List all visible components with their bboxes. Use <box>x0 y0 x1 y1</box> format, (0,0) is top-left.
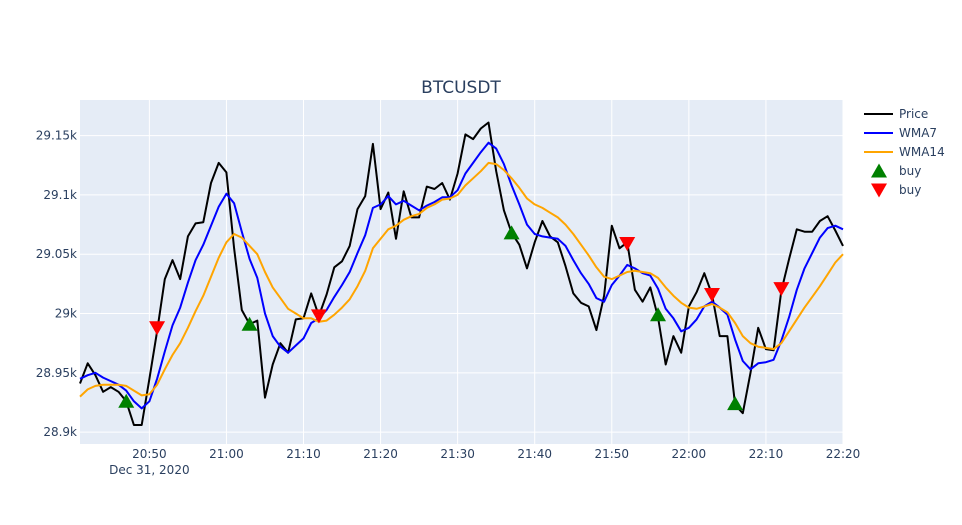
legend-item[interactable]: buy <box>871 163 921 179</box>
buy-marker-down <box>310 309 327 324</box>
x-tick-label: 20:50 <box>132 447 167 461</box>
y-tick-label: 29.15k <box>36 129 77 143</box>
x-tick-label: 21:20 <box>363 447 398 461</box>
x-tick-label: 22:00 <box>672 447 707 461</box>
grid <box>80 100 844 444</box>
legend-swatch-marker <box>871 183 887 198</box>
x-axis: 20:50 Dec 31, 2020 21:00 21:10 21:20 21:30 21:… <box>109 447 860 477</box>
legend-label: buy <box>899 183 921 197</box>
y-tick-label: 29.05k <box>36 247 77 261</box>
legend-label: buy <box>899 164 921 178</box>
buy-marker-up <box>118 393 135 408</box>
legend-item[interactable]: WMA7 <box>864 126 937 140</box>
legend-item[interactable]: buy <box>871 183 921 198</box>
legend[interactable]: Price WMA7 WMA14 buy buy <box>864 107 945 198</box>
y-axis: 28.9k 28.95k 29k 29.05k 29.1k 29.15k <box>36 129 77 440</box>
buy-marker-down <box>773 282 790 297</box>
series-line-wma14 <box>79 161 844 398</box>
legend-label: Price <box>899 107 928 121</box>
x-tick-label: 21:40 <box>517 447 552 461</box>
buy-marker-up <box>503 225 520 240</box>
series-line-price <box>79 121 844 426</box>
buy-marker-up <box>727 396 744 411</box>
legend-label: WMA14 <box>899 145 945 159</box>
y-tick-label: 28.9k <box>43 425 77 439</box>
series-layer <box>79 121 844 426</box>
buy-marker-down <box>619 237 636 252</box>
buy-marker-down <box>703 288 720 303</box>
x-tick-label: 22:10 <box>749 447 784 461</box>
legend-item[interactable]: Price <box>864 107 928 121</box>
chart-title: BTCUSDT <box>421 78 501 98</box>
legend-swatch-marker <box>871 163 887 178</box>
x-tick-label: 21:00 <box>209 447 244 461</box>
legend-label: WMA7 <box>899 126 937 140</box>
buy-marker-down <box>149 321 166 336</box>
buy-marker-up <box>241 316 258 331</box>
x-tick-label: 21:10 <box>286 447 321 461</box>
x-tick-label: 22:20 <box>826 447 861 461</box>
series-line-wma7 <box>79 141 844 410</box>
y-tick-label: 28.95k <box>36 366 77 380</box>
x-tick-label: 21:50 <box>594 447 629 461</box>
legend-item[interactable]: WMA14 <box>864 145 945 159</box>
y-tick-label: 29.1k <box>43 188 77 202</box>
x-tick-sublabel: Dec 31, 2020 <box>109 463 189 477</box>
y-tick-label: 29k <box>55 307 77 321</box>
buy-marker-up <box>650 307 667 322</box>
x-tick-label: 21:30 <box>440 447 475 461</box>
